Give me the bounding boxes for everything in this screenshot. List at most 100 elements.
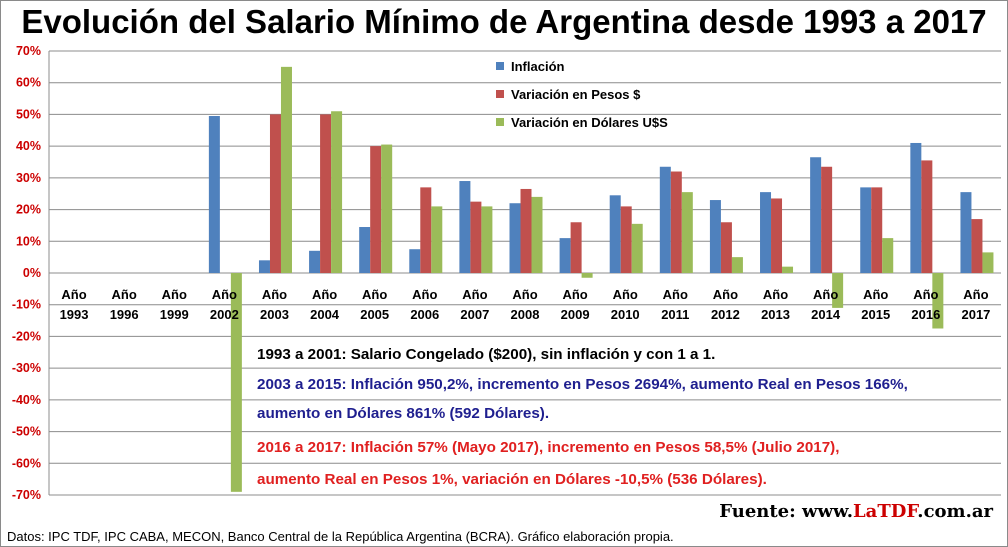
bar: [609, 195, 621, 273]
x-tick-label: 2008: [511, 307, 540, 322]
bar: [470, 201, 482, 273]
legend-swatch: [496, 118, 504, 126]
x-tick-label: 2012: [711, 307, 740, 322]
bar: [381, 144, 393, 273]
x-tick-label: Año: [763, 287, 788, 302]
y-tick-label: -10%: [12, 298, 41, 312]
x-tick-label: 2003: [260, 307, 289, 322]
x-tick-label: Año: [663, 287, 688, 302]
bar: [932, 273, 944, 329]
y-tick-label: 20%: [16, 203, 41, 217]
y-tick-label: -30%: [12, 361, 41, 375]
x-tick-label: 2016: [911, 307, 940, 322]
x-tick-label: Año: [613, 287, 638, 302]
x-tick-label: Año: [562, 287, 587, 302]
bar: [720, 222, 732, 273]
legend-label: Variación en Pesos $: [511, 87, 641, 102]
y-tick-label: -70%: [12, 488, 41, 502]
x-tick-label: Año: [162, 287, 187, 302]
note-2016-2017-line2: aumento Real en Pesos 1%, variación en D…: [257, 471, 767, 488]
data-sources-footer: Datos: IPC TDF, IPC CABA, MECON, Banco C…: [7, 529, 674, 544]
bar: [280, 66, 292, 273]
x-tick-label: Año: [813, 287, 838, 302]
legend-label: Inflación: [511, 59, 565, 74]
x-tick-label: Año: [462, 287, 487, 302]
bar: [659, 166, 671, 273]
bar: [982, 252, 994, 273]
x-tick-label: Año: [61, 287, 86, 302]
bar: [431, 206, 443, 273]
bar: [681, 192, 693, 273]
y-tick-label: 60%: [16, 76, 41, 90]
x-tick-label: 2011: [661, 307, 689, 322]
bar: [670, 171, 682, 273]
source-credit: Fuente: www.LaTDF.com.ar: [719, 501, 993, 522]
bar: [208, 116, 220, 273]
x-tick-label: Año: [362, 287, 387, 302]
bar: [370, 146, 382, 273]
x-axis-labels: Año 1993 Año 1996 Año 1999 Año 2002 Año 2003 Año 20…: [60, 287, 991, 322]
bar: [731, 257, 743, 273]
x-tick-label: 2007: [460, 307, 489, 322]
bar: [631, 223, 643, 273]
y-tick-label: -20%: [12, 329, 41, 343]
bar: [581, 273, 593, 278]
x-tick-label: Año: [512, 287, 537, 302]
bar: [570, 222, 582, 273]
bar: [760, 192, 772, 273]
legend: Inflación Variación en Pesos $ Variación e…: [496, 59, 668, 130]
x-tick-label: 2015: [861, 307, 890, 322]
x-tick-label: 1996: [110, 307, 139, 322]
x-tick-label: 2017: [961, 307, 990, 322]
bar: [620, 206, 632, 273]
y-tick-label: 0%: [23, 266, 41, 280]
x-tick-label: 2005: [360, 307, 389, 322]
bar: [459, 181, 471, 273]
bar: [810, 157, 822, 273]
legend-swatch: [496, 90, 504, 98]
x-tick-label: 1993: [60, 307, 89, 322]
y-axis-ticks: 70% 60% 50% 40% 30% 20% 10% 0% -10% -20% -30% -40% -…: [12, 44, 41, 502]
bar: [860, 187, 872, 273]
gridlines: [48, 50, 1001, 496]
x-tick-label: Año: [963, 287, 988, 302]
x-tick-label: 2004: [310, 307, 340, 322]
note-2016-2017-line1: 2016 a 2017: Inflación 57% (Mayo 2017), …: [257, 439, 840, 456]
source-suffix: .com.ar: [917, 501, 993, 522]
x-tick-label: 2013: [761, 307, 790, 322]
chart-title: Evolución del Salario Mínimo de Argentin…: [21, 3, 987, 40]
y-tick-label: 30%: [16, 171, 41, 185]
x-tick-label: Año: [713, 287, 738, 302]
bar: [709, 200, 721, 273]
bar: [309, 250, 321, 273]
y-tick-label: 40%: [16, 139, 41, 153]
x-tick-label: Año: [262, 287, 287, 302]
x-tick-label: Año: [863, 287, 888, 302]
y-tick-label: 50%: [16, 107, 41, 121]
x-tick-label: 2014: [811, 307, 841, 322]
bar: [882, 238, 894, 273]
source-prefix: Fuente: www.: [719, 501, 853, 522]
bar: [320, 114, 332, 273]
x-tick-label: 2009: [561, 307, 590, 322]
x-tick-label: 1999: [160, 307, 189, 322]
note-2003-2015-line2: aumento en Dólares 861% (592 Dólares).: [257, 405, 550, 422]
y-tick-label: -50%: [12, 425, 41, 439]
bar: [971, 219, 983, 273]
bar: [531, 196, 543, 273]
x-tick-label: Año: [312, 287, 337, 302]
bar: [520, 188, 532, 273]
bar: [559, 238, 571, 273]
legend-swatch: [496, 62, 504, 70]
x-tick-label: 2006: [410, 307, 439, 322]
note-2003-2015-line1: 2003 a 2015: Inflación 950,2%, increment…: [257, 376, 908, 393]
bar: [782, 266, 794, 273]
bar: [481, 206, 493, 273]
x-tick-label: Año: [212, 287, 237, 302]
x-tick-label: 2010: [611, 307, 640, 322]
bar: [921, 160, 933, 273]
legend-label: Variación en Dólares U$S: [511, 115, 668, 130]
bar: [269, 114, 281, 273]
